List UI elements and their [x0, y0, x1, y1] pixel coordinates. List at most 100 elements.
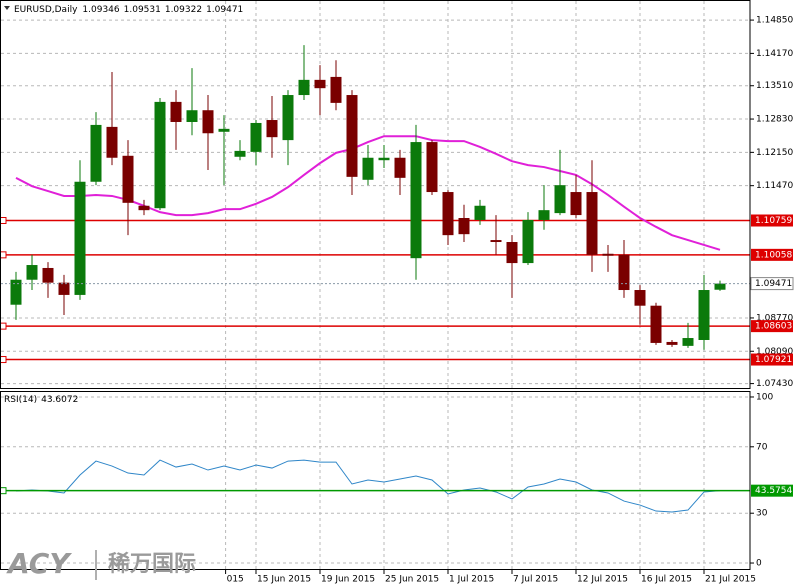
- y-tick-label: 70: [756, 442, 768, 452]
- candle-body: [650, 305, 662, 343]
- close-value: 1.09471: [206, 5, 243, 15]
- candle-body: [42, 267, 54, 283]
- level-label: 1.07921: [755, 355, 792, 365]
- candle-body: [490, 240, 502, 243]
- y-tick-label: 0: [756, 559, 762, 569]
- y-tick-label: 1.14850: [756, 16, 793, 26]
- level-label: 1.08603: [755, 322, 792, 332]
- level-handle: [0, 251, 7, 259]
- x-tick-label: 015: [227, 575, 244, 585]
- candle-body: [554, 185, 566, 214]
- open-value: 1.09346: [82, 5, 119, 15]
- level-label-box: [751, 320, 793, 333]
- candle-body: [362, 157, 374, 180]
- candle-body: [90, 124, 102, 182]
- x-tick-label: 7 Jul 2015: [513, 575, 558, 585]
- marks: [0, 45, 750, 513]
- candle-body: [314, 79, 326, 89]
- level-handle: [0, 356, 7, 364]
- level-label-box: [751, 353, 793, 366]
- candle-body: [58, 282, 70, 295]
- candle-body: [682, 338, 694, 346]
- y-tick-label: 1.12150: [756, 148, 793, 158]
- candle-body: [218, 128, 230, 132]
- menu-icon[interactable]: [4, 6, 10, 10]
- level-handle: [0, 322, 7, 330]
- candle-body: [202, 110, 214, 134]
- last-price-box: [750, 277, 794, 291]
- candle-body: [26, 265, 38, 280]
- high-value: 1.09531: [124, 5, 161, 15]
- price-panel-border: [0, 0, 751, 389]
- candle-body: [426, 142, 438, 193]
- candle-body: [394, 157, 406, 178]
- rsi-title: RSI(14): [4, 395, 37, 405]
- candle-body: [666, 341, 678, 345]
- candle-body: [234, 150, 246, 157]
- level-handle: [0, 487, 7, 495]
- y-tick-label: 1.14170: [756, 49, 793, 59]
- candle-body: [170, 101, 182, 122]
- candle-body: [618, 254, 630, 291]
- y-tick-label: 1.13510: [756, 81, 793, 91]
- level-label: 1.10058: [755, 250, 792, 260]
- candle-body: [106, 126, 118, 158]
- last-price-label: 1.09471: [755, 279, 792, 289]
- candle-body: [154, 101, 166, 209]
- y-tick-label: 1.12830: [756, 115, 793, 125]
- x-tick-label: 16 Jul 2015: [641, 575, 692, 585]
- grid: [1, 1, 750, 570]
- low-value: 1.09322: [165, 5, 202, 15]
- candle-body: [634, 290, 646, 306]
- y-tick-label: 1.08090: [756, 347, 793, 357]
- candle-body: [474, 205, 486, 220]
- candle-body: [410, 142, 422, 259]
- y-tick-label: 1.11470: [756, 181, 793, 191]
- level-label: 43.5754: [755, 486, 792, 496]
- candle-body: [74, 181, 86, 295]
- candle-body: [378, 157, 390, 161]
- level-label-box: [751, 214, 793, 227]
- level-handle: [0, 217, 7, 225]
- candle-body: [538, 210, 550, 220]
- candle-body: [298, 79, 310, 96]
- x-tick-label: 1 Jul 2015: [449, 575, 494, 585]
- x-tick-label: 12 Jul 2015: [577, 575, 628, 585]
- candle-body: [122, 155, 134, 203]
- x-tick-label: 19 Jun 2015: [321, 575, 375, 585]
- candle-body: [586, 192, 598, 255]
- candle-body: [506, 242, 518, 264]
- candle-body: [250, 122, 262, 152]
- x-tick-label: 15 Jun 2015: [257, 575, 311, 585]
- rsi-value: 43.6072: [41, 395, 78, 405]
- x-tick-label: 25 Jun 2015: [385, 575, 439, 585]
- candle-body: [698, 290, 710, 340]
- price-header: EURUSD,Daily 1.09346 1.09531 1.09322 1.09471: [14, 5, 243, 15]
- y-tick-label: 30: [756, 509, 768, 519]
- candle-body: [10, 279, 22, 305]
- candle-body: [282, 95, 294, 141]
- level-label-box: [751, 484, 793, 497]
- candle-body: [522, 219, 534, 264]
- x-tick-label: 21 Jul 2015: [705, 575, 756, 585]
- candle-body: [266, 120, 278, 138]
- y-tick-label: 1.07430: [756, 379, 793, 389]
- candle-body: [138, 205, 150, 211]
- candle-body: [442, 192, 454, 236]
- rsi-header: RSI(14) 43.6072: [4, 395, 78, 405]
- candle-body: [602, 253, 614, 256]
- rsi-line: [15, 459, 721, 513]
- symbol: EURUSD,Daily: [14, 5, 78, 15]
- candle-body: [714, 283, 726, 290]
- level-label: 1.10759: [755, 216, 792, 226]
- level-label-box: [751, 248, 793, 261]
- watermark-name: 稀万国际: [108, 551, 196, 577]
- candle-body: [346, 95, 358, 177]
- candle-body: [458, 218, 470, 235]
- candle-body: [330, 76, 342, 103]
- candle-body: [570, 192, 582, 216]
- rsi-panel-border: [0, 391, 751, 570]
